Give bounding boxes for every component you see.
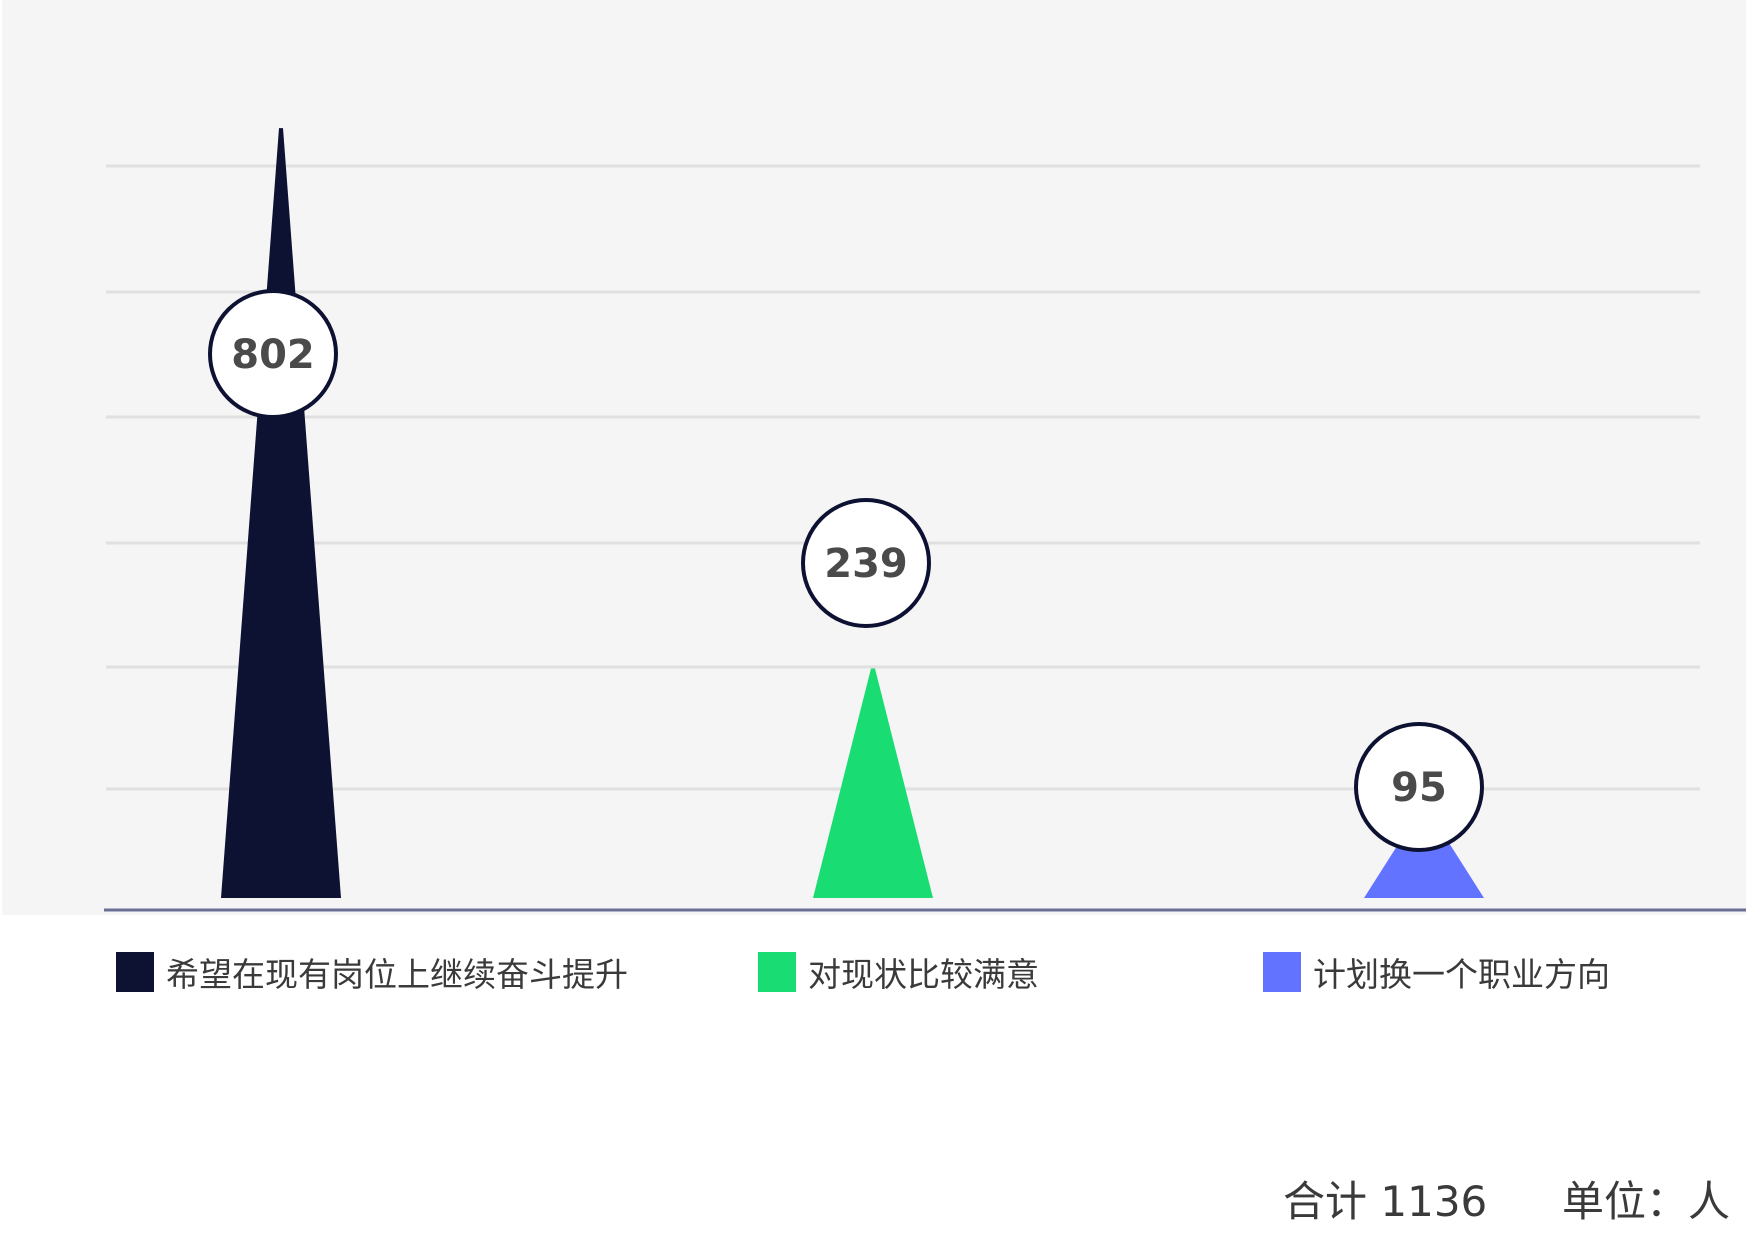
value-badge-3 [1354,722,1484,852]
legend-label-2: 对现状比较满意 [808,955,1039,994]
legend: 希望在现有岗位上继续奋斗提升 对现状比较满意 计划换一个职业方向 [116,952,1610,994]
unit-value: 人 [1688,1177,1731,1226]
unit-label: 单位： [1562,1177,1689,1226]
legend-swatch-1 [116,952,154,992]
unit-note: 单位：人 [1562,1168,1730,1229]
bars [221,128,1484,898]
total-label: 合计 [1283,1177,1368,1226]
bar-1 [221,128,341,898]
legend-label-1: 希望在现有岗位上继续奋斗提升 [166,955,628,994]
data-label-3: 95 [1391,765,1447,811]
value-badges: 802 239 95 [208,289,1484,852]
data-label-2: 239 [824,541,908,587]
total-value: 1136 [1380,1177,1488,1226]
bar-3 [1364,806,1484,898]
value-badge-2 [801,498,931,628]
bar-2 [813,668,933,898]
legend-label-3: 计划换一个职业方向 [1313,955,1610,994]
data-label-1: 802 [231,332,315,378]
total-summary: 合计 1136 [1283,1168,1487,1229]
legend-swatch-3 [1263,952,1301,992]
value-badge-1 [208,289,338,419]
legend-swatch-2 [758,952,796,992]
